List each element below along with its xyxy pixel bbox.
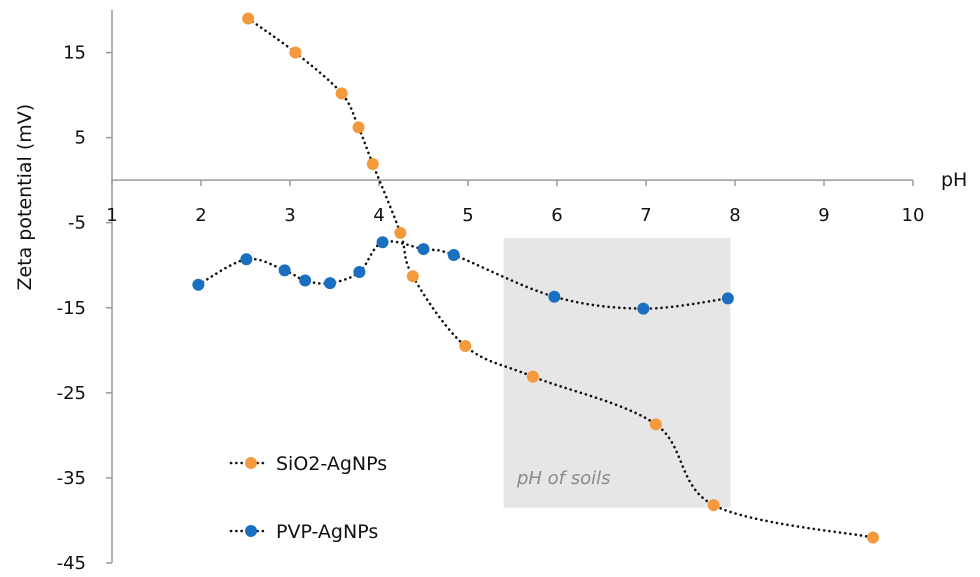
data-point [459,340,471,352]
legend-marker [245,525,257,537]
data-point [650,418,662,430]
x-tick-label: 10 [902,205,925,226]
data-point [192,279,204,291]
x-tick-label: 3 [284,205,295,226]
legend-marker [245,457,257,469]
data-point [240,253,252,265]
x-tick-label: 4 [373,205,384,226]
data-point [336,87,348,99]
x-tick-label: 1 [106,205,117,226]
y-tick-label: -15 [57,298,86,319]
data-point [708,499,720,511]
x-tick-label: 2 [195,205,206,226]
data-point [722,292,734,304]
x-tick-label: 8 [729,205,740,226]
y-tick-label: -35 [57,468,86,489]
data-point [289,47,301,59]
band-label: pH of soils [516,468,611,489]
data-point [394,227,406,239]
x-tick-label: 6 [551,205,562,226]
y-axis-title: Zeta potential (mV) [14,104,36,291]
y-tick-label: -45 [57,553,86,574]
data-point [367,158,379,170]
x-tick-label: 5 [462,205,473,226]
data-point [353,266,365,278]
data-point [418,243,430,255]
legend [231,457,268,537]
data-point [527,371,539,383]
data-point [299,275,311,287]
data-point [279,264,291,276]
data-point [867,531,879,543]
x-axis-title: pH [941,169,967,191]
data-point [353,121,365,133]
legend-label-pvp: PVP-AgNPs [276,521,378,543]
data-point [407,270,419,282]
y-tick-label: -5 [68,213,86,234]
data-point [242,13,254,25]
legend-label-sio2: SiO2-AgNPs [276,453,387,475]
data-point [637,303,649,315]
data-point [548,291,560,303]
tick-labels: 1 2 3 4 5 6 7 8 9 10 15 5 -5 -15 -25 -35 -45 [57,43,925,574]
y-tick-label: 5 [75,128,86,149]
data-point [377,236,389,248]
x-tick-label: 7 [640,205,651,226]
data-point [448,249,460,261]
y-tick-label: -25 [57,383,86,404]
x-tick-label: 9 [818,205,829,226]
y-tick-label: 15 [63,43,86,64]
data-point [324,277,336,289]
